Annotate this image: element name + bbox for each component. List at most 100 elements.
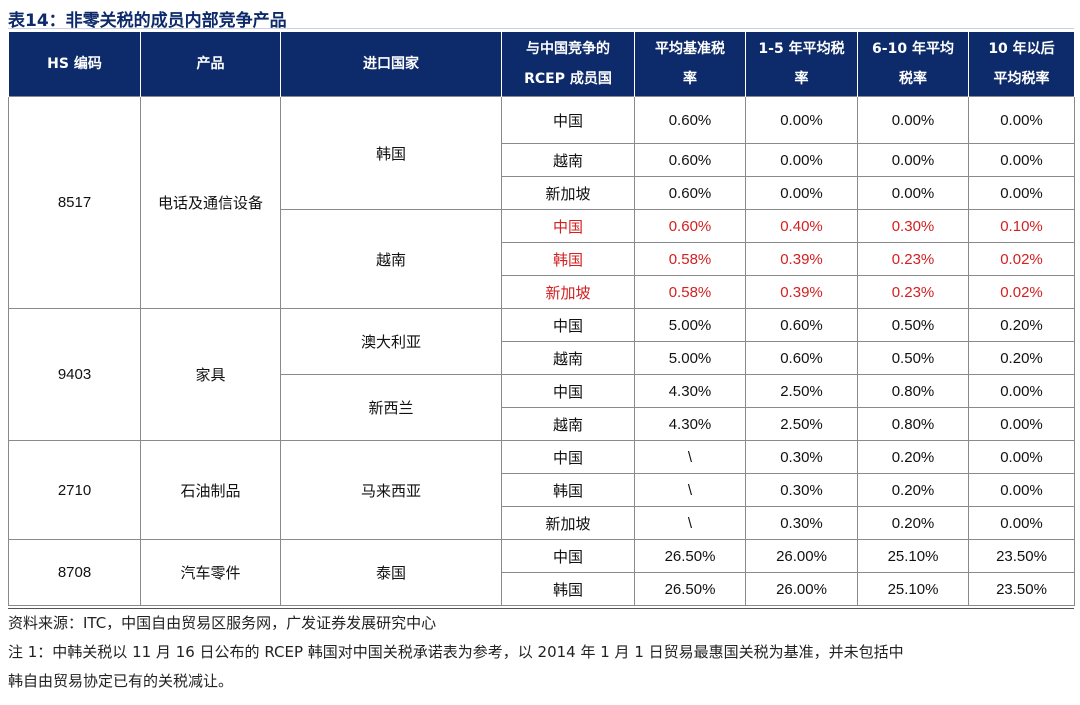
hs-code: 2710 [8, 440, 141, 540]
importer-country: 韩国 [280, 96, 502, 210]
note-1-line-2: 韩自由贸易协定已有的关税减让。 [8, 672, 234, 690]
rate-1-5: 0.39% [745, 242, 858, 276]
header-1-5-year: 1-5 年平均税率 [745, 32, 858, 97]
rate-after-10: 0.20% [968, 308, 1075, 342]
table-row: 9403 家具 澳大利亚 中国 5.00% 0.60% 0.50% 0.20% [8, 308, 1075, 441]
base-rate: 26.50% [634, 539, 746, 573]
importer-country: 泰国 [280, 539, 502, 606]
rate-6-10: 0.20% [857, 506, 969, 540]
hs-code: 9403 [8, 308, 141, 441]
hs-code: 8517 [8, 96, 141, 309]
table-title: 表14：非零关税的成员内部竞争产品 [8, 6, 1074, 31]
rate-6-10: 0.80% [857, 407, 969, 441]
table-row: 韩国 \ 0.30% 0.20% 0.00% [9, 473, 1075, 507]
rate-after-10: 0.00% [968, 506, 1075, 540]
rate-after-10: 0.10% [968, 209, 1075, 243]
rate-1-5: 26.00% [745, 572, 858, 606]
table-row: 新加坡 0.58% 0.39% 0.23% 0.02% [9, 275, 1075, 309]
product-name: 汽车零件 [140, 539, 281, 606]
base-rate: 26.50% [634, 572, 746, 606]
base-rate: 4.30% [634, 407, 746, 441]
rate-1-5: 2.50% [745, 407, 858, 441]
rate-1-5: 0.30% [745, 473, 858, 507]
rate-1-5: 0.39% [745, 275, 858, 309]
note-1-line-1: 注 1：中韩关税以 11 月 16 日公布的 RCEP 韩国对中国关税承诺表为参… [8, 643, 904, 661]
importer-country: 马来西亚 [280, 440, 502, 540]
header-importer: 进口国家 [280, 32, 502, 97]
rate-6-10: 0.23% [857, 242, 969, 276]
rate-1-5: 26.00% [745, 539, 858, 573]
competitor-country: 中国 [501, 440, 635, 474]
rate-after-10: 0.02% [968, 275, 1075, 309]
header-after-10-year: 10 年以后 平均税率 [968, 32, 1075, 97]
competitor-country: 中国 [501, 308, 635, 342]
rate-after-10: 0.00% [968, 176, 1075, 210]
rate-6-10: 0.23% [857, 275, 969, 309]
rate-6-10: 0.50% [857, 308, 969, 342]
product-name: 电话及通信设备 [140, 96, 281, 309]
rate-6-10: 25.10% [857, 572, 969, 606]
base-rate: 5.00% [634, 308, 746, 342]
base-rate: 0.60% [634, 176, 746, 210]
rate-after-10: 0.02% [968, 242, 1075, 276]
base-rate: 5.00% [634, 341, 746, 375]
header-row: HS 编码 产品 进口国家 与中国竞争的 RCEP 成员国 平均基准税率 1-5 … [8, 32, 1075, 97]
table-row: 新加坡 \ 0.30% 0.20% 0.00% [9, 506, 1075, 540]
header-hs: HS 编码 [8, 32, 141, 97]
rate-6-10: 0.20% [857, 440, 969, 474]
tariff-table: HS 编码 产品 进口国家 与中国竞争的 RCEP 成员国 平均基准税率 1-5 … [8, 32, 1075, 606]
rate-after-10: 0.00% [968, 440, 1075, 474]
rate-after-10: 0.00% [968, 374, 1075, 408]
table-row: 新加坡 0.60% 0.00% 0.00% 0.00% [9, 176, 1075, 210]
competitor-country: 中国 [501, 96, 635, 144]
rate-6-10: 0.50% [857, 341, 969, 375]
competitor-country: 中国 [501, 539, 635, 573]
base-rate: 0.60% [634, 143, 746, 177]
table-row: 2710 石油制品 马来西亚 中国 \ 0.30% 0.20% 0.00% [8, 440, 1075, 540]
base-rate: 0.60% [634, 96, 746, 144]
rate-1-5: 0.00% [745, 143, 858, 177]
table-row: 韩国 0.58% 0.39% 0.23% 0.02% [9, 242, 1075, 276]
rate-1-5: 0.40% [745, 209, 858, 243]
header-base-rate: 平均基准税率 [634, 32, 746, 97]
table-row: 越南 0.60% 0.00% 0.00% 0.00% [9, 143, 1075, 177]
competitor-country: 越南 [501, 407, 635, 441]
rate-1-5: 0.30% [745, 440, 858, 474]
competitor-country: 越南 [501, 341, 635, 375]
rate-1-5: 0.60% [745, 308, 858, 342]
competitor-country: 韩国 [501, 242, 635, 276]
rate-1-5: 0.00% [745, 176, 858, 210]
rate-after-10: 0.00% [968, 143, 1075, 177]
source-note: 资料来源：ITC，中国自由贸易区服务网，广发证券发展研究中心 [8, 614, 437, 632]
competitor-country: 中国 [501, 374, 635, 408]
table-row: 越南 4.30% 2.50% 0.80% 0.00% [9, 407, 1075, 441]
rate-6-10: 0.00% [857, 96, 969, 144]
header-product: 产品 [140, 32, 281, 97]
competitor-country: 韩国 [501, 572, 635, 606]
table-row: 新西兰 中国 4.30% 2.50% 0.80% 0.00% [9, 374, 1075, 441]
rate-1-5: 0.30% [745, 506, 858, 540]
importer-country: 澳大利亚 [280, 308, 502, 375]
rate-after-10: 0.00% [968, 96, 1075, 144]
base-rate: 0.58% [634, 242, 746, 276]
product-name: 石油制品 [140, 440, 281, 540]
rate-after-10: 23.50% [968, 572, 1075, 606]
base-rate: 0.60% [634, 209, 746, 243]
table-row: 8708 汽车零件 泰国 中国 26.50% 26.00% 25.10% 23.… [8, 539, 1075, 606]
rate-6-10: 0.00% [857, 143, 969, 177]
table-row: 越南 5.00% 0.60% 0.50% 0.20% [9, 341, 1075, 375]
importer-country: 越南 [280, 209, 502, 309]
rate-after-10: 0.00% [968, 473, 1075, 507]
hs-code: 8708 [8, 539, 141, 606]
rate-6-10: 0.00% [857, 176, 969, 210]
rate-1-5: 2.50% [745, 374, 858, 408]
importer-country: 新西兰 [280, 374, 502, 441]
rate-6-10: 0.30% [857, 209, 969, 243]
competitor-country: 新加坡 [501, 506, 635, 540]
rate-6-10: 0.80% [857, 374, 969, 408]
competitor-country: 中国 [501, 209, 635, 243]
rate-after-10: 0.20% [968, 341, 1075, 375]
rate-1-5: 0.00% [745, 96, 858, 144]
base-rate: \ [634, 473, 746, 507]
base-rate: 4.30% [634, 374, 746, 408]
